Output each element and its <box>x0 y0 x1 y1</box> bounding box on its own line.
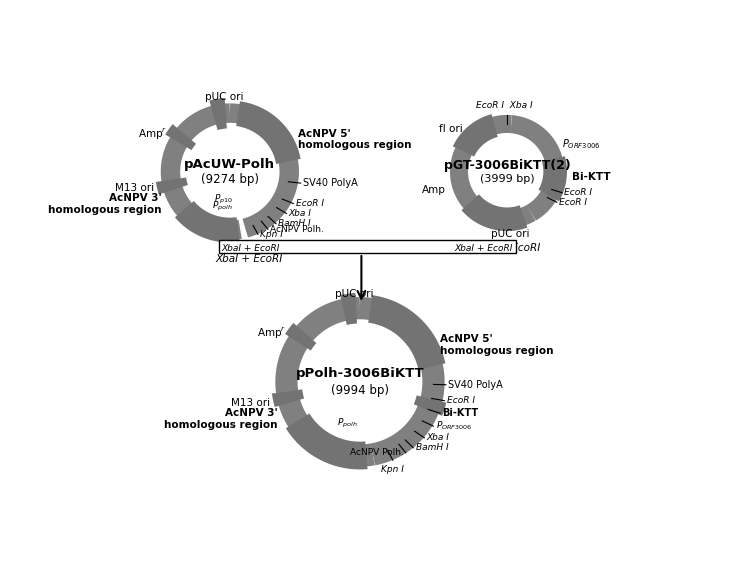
Text: AcNPV 3'
homologous region: AcNPV 3' homologous region <box>164 408 278 430</box>
Text: pAcUW-Polh: pAcUW-Polh <box>185 158 275 171</box>
Text: (3999 bp): (3999 bp) <box>480 173 534 184</box>
Text: AcNPV 5'
homologous region: AcNPV 5' homologous region <box>298 128 411 150</box>
Text: $P_{polh}$: $P_{polh}$ <box>337 417 357 430</box>
Text: XbaI + EcoRI: XbaI + EcoRI <box>216 254 283 264</box>
Text: XbaI + EcoRI: XbaI + EcoRI <box>221 244 280 253</box>
Text: EcoR I: EcoR I <box>559 198 587 207</box>
Text: pGT-3006BiKTT(2): pGT-3006BiKTT(2) <box>444 159 570 172</box>
Text: $P_{ORF3006}$: $P_{ORF3006}$ <box>562 137 601 151</box>
Text: Amp$^r$: Amp$^r$ <box>137 127 166 142</box>
Text: Bi-KTT: Bi-KTT <box>442 408 479 418</box>
Text: Amp: Amp <box>422 185 446 195</box>
Text: AcNPV Polh.: AcNPV Polh. <box>350 448 404 457</box>
Text: EcoR I: EcoR I <box>447 396 474 405</box>
Text: $P_{p10}$: $P_{p10}$ <box>214 193 233 206</box>
Text: EcoR I: EcoR I <box>296 199 323 208</box>
Text: BamH I: BamH I <box>415 443 448 452</box>
Text: $P_{polh}$: $P_{polh}$ <box>212 200 233 213</box>
Text: M13 ori: M13 ori <box>115 184 154 194</box>
Text: pPolh-3006BiKTT: pPolh-3006BiKTT <box>296 367 424 379</box>
Text: SV40 PolyA: SV40 PolyA <box>303 178 358 188</box>
Text: Bi-KTT: Bi-KTT <box>572 172 610 182</box>
Text: M13 ori: M13 ori <box>231 397 269 408</box>
Text: AcNPV 5'
homologous region: AcNPV 5' homologous region <box>440 334 554 356</box>
Text: XbaI + EcoRI: XbaI + EcoRI <box>474 243 541 253</box>
Text: Kpn I: Kpn I <box>381 466 404 475</box>
Text: (9274 bp): (9274 bp) <box>201 173 259 186</box>
FancyBboxPatch shape <box>218 240 515 253</box>
Text: EcoR I: EcoR I <box>564 188 593 197</box>
Text: pUC ori: pUC ori <box>335 289 374 298</box>
Text: AcNPV 3'
homologous region: AcNPV 3' homologous region <box>48 193 162 215</box>
Text: (9994 bp): (9994 bp) <box>331 384 389 397</box>
Text: $P_{ORF3006}$: $P_{ORF3006}$ <box>436 420 472 432</box>
Text: Xba I: Xba I <box>426 434 450 443</box>
Text: Amp$^r$: Amp$^r$ <box>256 326 285 341</box>
Text: fl ori: fl ori <box>439 124 463 134</box>
Text: BamH I: BamH I <box>278 219 311 228</box>
Text: pUC ori: pUC ori <box>205 92 243 102</box>
Text: pUC ori: pUC ori <box>491 229 529 239</box>
Text: Xba I: Xba I <box>289 209 312 218</box>
Text: AcNPV Polh.: AcNPV Polh. <box>270 225 324 234</box>
Text: EcoR I  Xba I: EcoR I Xba I <box>476 101 533 110</box>
Text: XbaI + EcoRI: XbaI + EcoRI <box>454 244 512 253</box>
Text: SV40 PolyA: SV40 PolyA <box>448 380 503 390</box>
Text: Kpn I: Kpn I <box>260 230 283 239</box>
